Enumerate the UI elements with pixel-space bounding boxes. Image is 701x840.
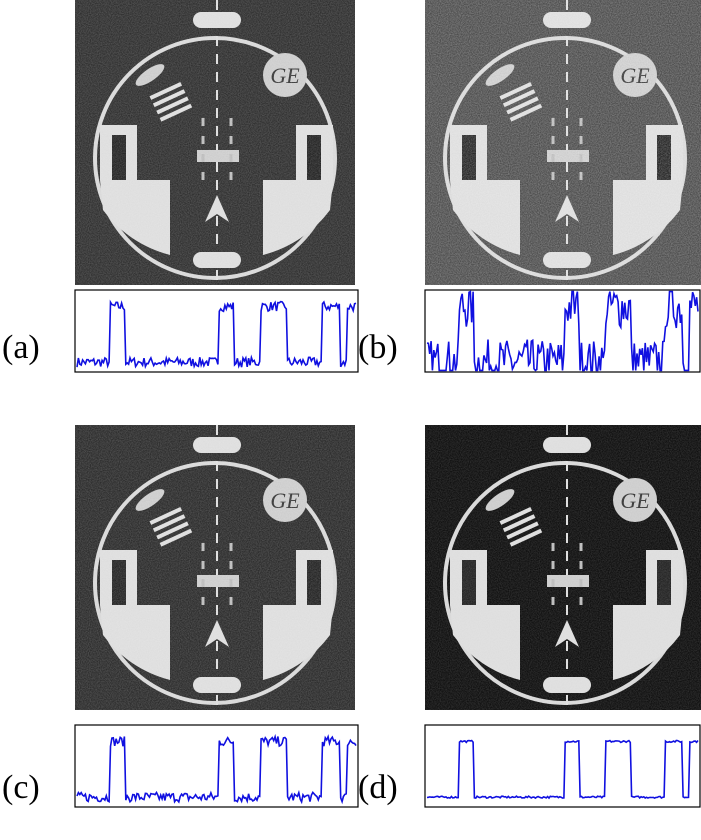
panel: (d)	[358, 423, 701, 808]
intensity-profile	[426, 739, 699, 800]
phantom-image	[75, 0, 355, 287]
image-noise	[75, 0, 355, 285]
panel: (c)	[2, 423, 359, 808]
panels: (a) (b) (c) (d)	[2, 0, 701, 808]
intensity-profile	[76, 733, 357, 805]
panel-label: (d)	[358, 769, 398, 806]
panel-label: (c)	[2, 769, 40, 806]
panel-label: (a)	[2, 329, 40, 366]
panel: (a)	[2, 0, 359, 373]
intensity-profile	[426, 290, 699, 372]
phantom-image	[75, 423, 355, 712]
panel-label: (b)	[358, 329, 398, 366]
image-noise	[425, 425, 701, 710]
image-noise	[425, 0, 701, 285]
image-noise	[75, 425, 355, 710]
phantom-image	[425, 423, 701, 712]
profile-frame	[424, 724, 701, 808]
panel: (b)	[358, 0, 701, 373]
intensity-profile	[76, 299, 357, 370]
phantom-image	[425, 0, 701, 287]
